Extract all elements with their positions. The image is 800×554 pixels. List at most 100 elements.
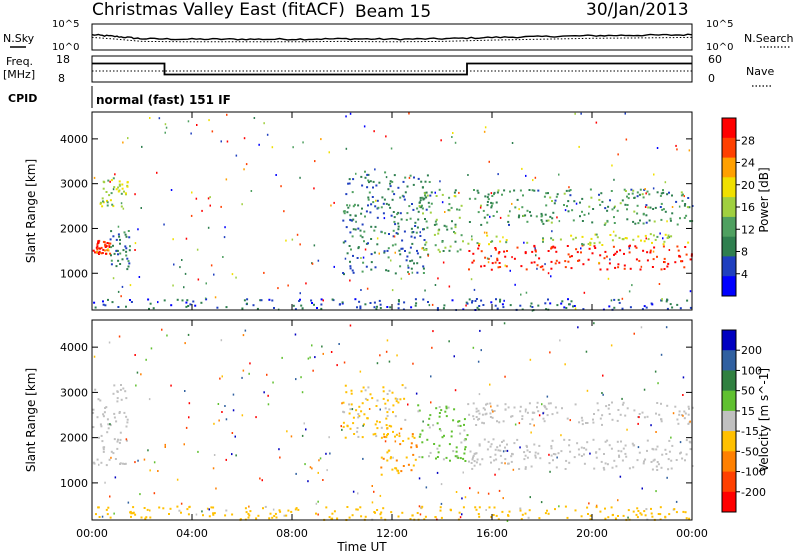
heatmap-cell [166, 334, 168, 337]
heatmap-cell [545, 408, 548, 410]
heatmap-cell [425, 486, 428, 489]
heatmap-cell [120, 202, 123, 205]
heatmap-cell [459, 516, 462, 519]
heatmap-cell [433, 233, 436, 236]
heatmap-cell [267, 394, 269, 397]
heatmap-cell [385, 135, 387, 138]
heatmap-cell [232, 393, 235, 396]
heatmap-cell [283, 514, 286, 517]
heatmap-cell [328, 436, 330, 439]
heatmap-cell [639, 188, 642, 191]
heatmap-cell [448, 340, 450, 343]
heatmap-cell [679, 217, 681, 220]
heatmap-cell [134, 249, 136, 251]
heatmap-cell [352, 218, 355, 221]
heatmap-cell [375, 199, 377, 202]
heatmap-cell [506, 443, 508, 446]
heatmap-cell [536, 264, 539, 267]
heatmap-cell [617, 499, 619, 502]
heatmap-cell [407, 437, 410, 440]
heatmap-cell [389, 457, 392, 460]
heatmap-cell [598, 261, 600, 264]
heatmap-cell [344, 436, 347, 439]
heatmap-cell [644, 206, 647, 208]
heatmap-cell [345, 226, 348, 229]
heatmap-cell [636, 459, 639, 462]
heatmap-cell [117, 253, 119, 256]
heatmap-cell [343, 212, 346, 215]
heatmap-cell [102, 448, 105, 451]
heatmap-cell [221, 411, 223, 413]
heatmap-cell [420, 506, 422, 509]
heatmap-cell [101, 205, 104, 208]
heatmap-cell [595, 233, 598, 236]
heatmap-cell [134, 461, 136, 464]
heatmap-cell [438, 412, 441, 414]
heatmap-cell [624, 190, 627, 192]
heatmap-cell [412, 208, 415, 211]
heatmap-cell [97, 506, 100, 509]
heatmap-cell [494, 247, 497, 249]
heatmap-cell [342, 425, 345, 428]
heatmap-cell [375, 405, 378, 407]
heatmap-cell [349, 218, 352, 221]
heatmap-cell [568, 186, 570, 189]
heatmap-cell [435, 223, 438, 226]
heatmap-cell [403, 230, 406, 233]
heatmap-cell [519, 446, 521, 449]
heatmap-cell [424, 218, 426, 220]
heatmap-cell [567, 200, 570, 203]
heatmap-cell [357, 416, 360, 419]
heatmap-cell [245, 511, 248, 514]
heatmap-cell [386, 459, 389, 462]
heatmap-cell [509, 269, 511, 272]
heatmap-cell [586, 422, 589, 424]
heatmap-cell [664, 448, 667, 451]
heatmap-cell [126, 268, 129, 271]
heatmap-cell [450, 227, 453, 230]
heatmap-cell [616, 209, 619, 212]
heatmap-cell [379, 513, 382, 516]
heatmap-cell [678, 254, 681, 257]
heatmap-cell [631, 284, 633, 287]
heatmap-cell [224, 514, 227, 517]
x-tick-label: 04:00 [176, 527, 208, 540]
heatmap-cell [209, 204, 211, 207]
heatmap-cell [418, 205, 421, 208]
heatmap-cell [126, 181, 129, 184]
heatmap-cell [157, 301, 159, 304]
heatmap-cell [490, 268, 493, 271]
heatmap-cell [409, 260, 412, 263]
heatmap-cell [123, 190, 125, 193]
heatmap-cell [462, 308, 465, 311]
freq-label-line1: Freq. [6, 55, 33, 68]
heatmap-cell [390, 456, 392, 459]
heatmap-cell [663, 257, 666, 260]
heatmap-cell [343, 273, 345, 276]
heatmap-cell [477, 211, 480, 214]
heatmap-cell [349, 260, 351, 263]
heatmap-cell [502, 450, 505, 453]
heatmap-cell [443, 434, 445, 437]
heatmap-cell [416, 252, 419, 255]
colorbar-segment [722, 197, 736, 218]
heatmap-cell [140, 207, 142, 209]
heatmap-cell [687, 241, 690, 244]
heatmap-cell [347, 182, 350, 185]
heatmap-cell [511, 142, 514, 144]
heatmap-cell [621, 397, 623, 400]
heatmap-cell [410, 306, 413, 309]
heatmap-cell [440, 409, 443, 412]
heatmap-cell [666, 193, 669, 196]
colorbar-tick-label: 50 [741, 385, 755, 398]
heatmap-cell [158, 117, 161, 120]
heatmap-cell [369, 180, 372, 183]
heatmap-cell [130, 301, 133, 303]
colorbar-tick-label: 4 [741, 268, 748, 281]
heatmap-cell [421, 204, 423, 207]
heatmap-cell [630, 188, 633, 191]
heatmap-cell [626, 407, 629, 410]
heatmap-cell [450, 430, 453, 433]
heatmap-cell [190, 214, 193, 217]
heatmap-cell [488, 243, 490, 246]
